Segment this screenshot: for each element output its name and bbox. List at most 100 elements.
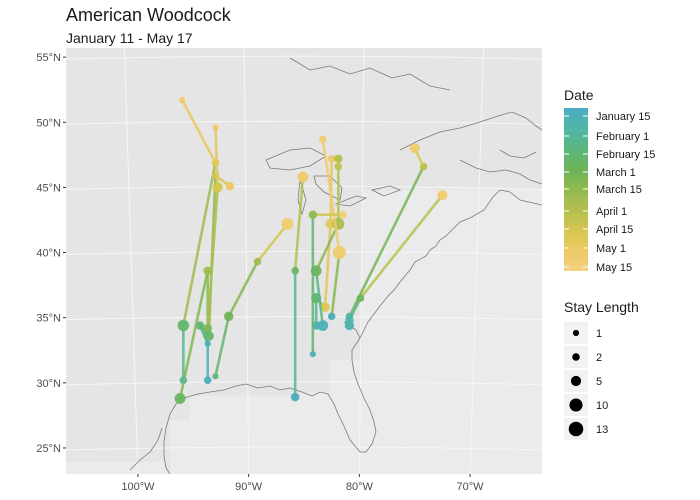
stay-legend-title: Stay Length bbox=[564, 299, 639, 315]
stay-legend: Stay Length 1 2 5 10 13 bbox=[564, 299, 639, 440]
lat-tick-label: 25°N bbox=[36, 443, 61, 455]
graticule-lat-line bbox=[66, 381, 542, 386]
stopover-point bbox=[212, 182, 223, 193]
stopover-point bbox=[290, 392, 300, 402]
chart-title: American Woodcock bbox=[66, 5, 231, 25]
track-segment bbox=[180, 98, 217, 164]
ocean-cell bbox=[170, 420, 200, 474]
stopover-point bbox=[225, 181, 235, 191]
graticule-lon-line bbox=[358, 48, 365, 474]
track-segment bbox=[314, 269, 325, 327]
latitude-axis: 55°N 50°N 45°N 40°N 35°N 30°N 25°N bbox=[36, 52, 66, 455]
date-legend: Date January 15 February 1 February 15 Marc… bbox=[564, 87, 655, 274]
date-legend-label: February 15 bbox=[596, 149, 655, 161]
stopover-point bbox=[174, 393, 186, 404]
stopover-point bbox=[204, 340, 211, 347]
graticule-lat-line bbox=[66, 316, 542, 321]
track-segment bbox=[214, 126, 219, 189]
date-legend-label: January 15 bbox=[596, 111, 650, 123]
stopover-point bbox=[281, 217, 294, 230]
lon-tick-label: 80°W bbox=[346, 481, 374, 493]
stopover-point bbox=[291, 267, 299, 275]
stay-legend-label: 1 bbox=[596, 328, 602, 340]
stay-legend-dot bbox=[572, 353, 580, 361]
track-segment bbox=[314, 222, 340, 273]
stopover-point bbox=[212, 373, 219, 380]
stay-legend-dot bbox=[572, 329, 580, 337]
track bbox=[319, 135, 346, 321]
date-legend-label: February 1 bbox=[596, 131, 649, 143]
track-segment bbox=[227, 260, 259, 318]
stopover-point bbox=[320, 302, 330, 312]
stopover-point bbox=[195, 321, 205, 330]
stopover-point bbox=[356, 294, 365, 302]
stay-legend-dot bbox=[570, 375, 582, 387]
lat-tick-label: 30°N bbox=[36, 378, 61, 390]
track bbox=[345, 190, 448, 325]
stopover-point bbox=[334, 154, 343, 164]
graticule-lat-line bbox=[66, 55, 542, 60]
lat-tick-label: 55°N bbox=[36, 52, 61, 64]
track-segment bbox=[178, 269, 209, 400]
ocean-cell bbox=[300, 392, 360, 474]
stopover-point bbox=[338, 210, 347, 219]
stay-legend-label: 13 bbox=[596, 424, 608, 436]
date-legend-label: April 15 bbox=[596, 224, 633, 236]
track-segment bbox=[214, 315, 231, 378]
stopover-point bbox=[334, 162, 343, 171]
stopover-point bbox=[297, 171, 309, 183]
track bbox=[290, 171, 309, 402]
graticule-lat-line bbox=[66, 185, 542, 190]
stopover-point bbox=[253, 257, 262, 266]
chart-subtitle: January 11 - May 17 bbox=[66, 30, 193, 46]
migration-tracks bbox=[174, 97, 448, 404]
track bbox=[308, 210, 347, 358]
stopover-point bbox=[345, 316, 354, 325]
date-legend-label: May 1 bbox=[596, 243, 626, 255]
lat-tick-label: 35°N bbox=[36, 313, 61, 325]
stopover-point bbox=[327, 312, 336, 321]
track-segment bbox=[321, 137, 341, 254]
stopover-point bbox=[203, 376, 212, 384]
track bbox=[212, 217, 294, 380]
stopover-point bbox=[419, 162, 428, 171]
stay-legend-label: 10 bbox=[596, 400, 608, 412]
stopover-point bbox=[179, 97, 186, 104]
lat-tick-label: 50°N bbox=[36, 117, 61, 129]
graticule-lon-line bbox=[123, 48, 139, 474]
stay-legend-label: 5 bbox=[596, 376, 602, 388]
ocean-cell bbox=[66, 462, 166, 474]
lon-tick-label: 100°W bbox=[121, 481, 155, 493]
stopover-point bbox=[327, 154, 336, 163]
track-segment bbox=[206, 186, 219, 330]
track-segment bbox=[293, 175, 305, 273]
ocean-raster bbox=[66, 190, 542, 474]
lat-tick-label: 40°N bbox=[36, 248, 61, 260]
stopover-point bbox=[203, 323, 212, 333]
stopover-point bbox=[437, 190, 448, 201]
stopover-point bbox=[332, 245, 346, 260]
stay-legend-dot bbox=[568, 421, 584, 437]
lat-tick-label: 45°N bbox=[36, 182, 61, 194]
lon-tick-label: 90°W bbox=[235, 481, 263, 493]
graticule-lon-line bbox=[469, 48, 485, 474]
track-segment bbox=[348, 165, 425, 318]
stopover-point bbox=[309, 351, 316, 358]
stopover-point bbox=[212, 124, 219, 131]
track bbox=[174, 124, 223, 404]
stopover-point bbox=[409, 143, 420, 154]
track-segment bbox=[256, 222, 289, 263]
ocean-cell bbox=[470, 200, 542, 210]
longitude-axis: 100°W 90°W 80°W 70°W bbox=[121, 474, 484, 493]
track-segment bbox=[323, 222, 332, 309]
stay-legend-dot bbox=[569, 398, 583, 412]
stopover-point bbox=[317, 320, 329, 331]
date-legend-label: April 1 bbox=[596, 206, 627, 218]
graticule bbox=[66, 48, 542, 474]
stay-legend-label: 2 bbox=[596, 352, 602, 364]
stopover-point bbox=[224, 311, 234, 322]
track-segment bbox=[182, 161, 217, 327]
date-legend-label: March 15 bbox=[596, 184, 642, 196]
date-legend-label: March 1 bbox=[596, 167, 636, 179]
